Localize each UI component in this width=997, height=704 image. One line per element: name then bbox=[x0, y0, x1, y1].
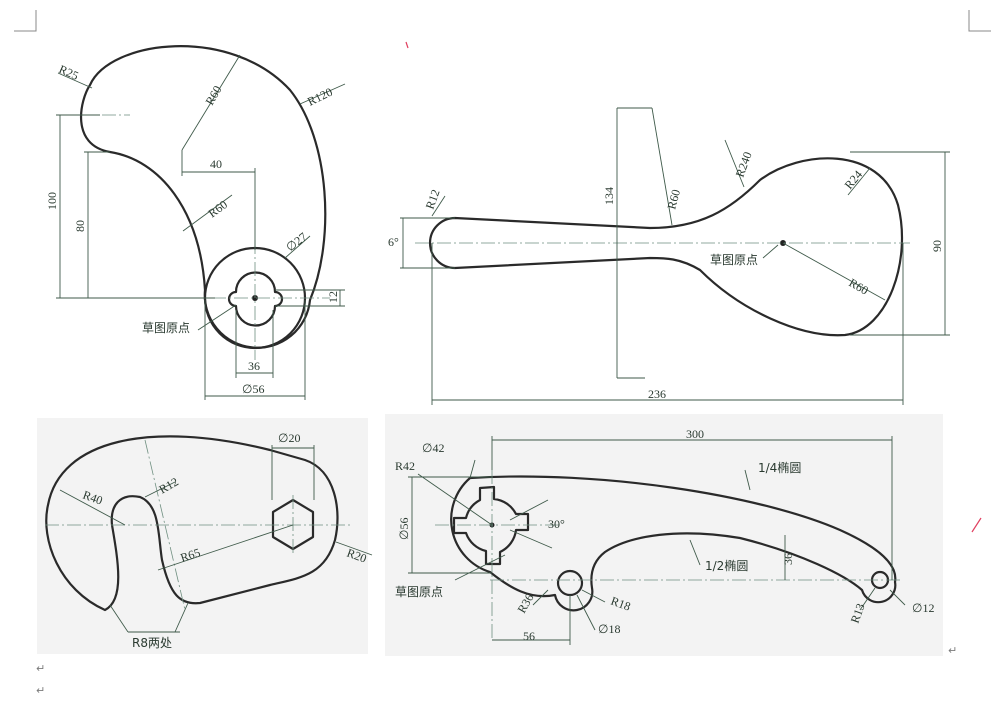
stray-red-mark bbox=[405, 41, 409, 49]
part-outline bbox=[79, 45, 327, 349]
dim-r12: R12 bbox=[423, 187, 443, 211]
dim-r40: R40 bbox=[81, 488, 105, 508]
dim-d42: ∅42 bbox=[422, 441, 444, 455]
dim-100: 100 bbox=[45, 192, 59, 210]
spline-hole bbox=[452, 485, 530, 566]
dim-r25: R25 bbox=[57, 62, 81, 83]
dim-d12: ∅12 bbox=[912, 601, 934, 615]
dim-134: 134 bbox=[602, 187, 616, 205]
dim-r65: R65 bbox=[179, 545, 202, 564]
dim-r13: R13 bbox=[848, 601, 868, 625]
drawing-3: ∅20 R40 R12 R65 R20 R8两处 bbox=[37, 418, 373, 654]
dim-d56: ∅56 bbox=[242, 382, 264, 396]
dim-r18: R18 bbox=[609, 594, 633, 614]
drawing-4: ∅42 300 R42 ∅56 30° 36 R36 R18 ∅18 56 R1… bbox=[385, 414, 943, 656]
dim-12: 12 bbox=[326, 291, 340, 303]
dim-300: 300 bbox=[686, 427, 704, 441]
dim-90: 90 bbox=[930, 240, 944, 252]
dim-36: 36 bbox=[781, 553, 795, 565]
dim-56-bottom: 56 bbox=[523, 629, 535, 643]
quarter-ellipse-label: 1/4椭圆 bbox=[758, 460, 801, 475]
paragraph-return-mark: ↵ bbox=[36, 662, 46, 675]
dim-r42: R42 bbox=[395, 459, 415, 473]
paragraph-return-mark: ↵ bbox=[948, 644, 958, 657]
stray-red-mark bbox=[971, 517, 982, 533]
dim-r60-mid: R60 bbox=[206, 197, 230, 220]
part-outline bbox=[428, 157, 904, 337]
dim-r60-top: R60 bbox=[202, 83, 224, 107]
dim-80: 80 bbox=[73, 220, 87, 232]
dim-236: 236 bbox=[648, 387, 666, 401]
part-outline bbox=[45, 435, 339, 612]
dim-r24: R24 bbox=[842, 168, 866, 192]
r8-two-places-note: R8两处 bbox=[132, 636, 172, 650]
dim-r120: R120 bbox=[305, 85, 335, 109]
dim-d27: ∅27 bbox=[283, 230, 309, 255]
dim-40: 40 bbox=[210, 157, 222, 171]
origin-label: 草图原点 bbox=[395, 585, 443, 599]
dim-d56: ∅56 bbox=[397, 518, 411, 540]
drawing-2: R12 6° 134 R60 R240 R24 90 R60 236 草图原点 bbox=[388, 107, 950, 405]
part-outline bbox=[450, 475, 897, 612]
half-ellipse-label: 1/2椭圆 bbox=[705, 558, 748, 573]
drawing-1: R25 R60 R120 40 R60 ∅27 100 80 12 36 ∅56… bbox=[45, 45, 346, 400]
dim-r60-head: R60 bbox=[847, 275, 871, 297]
crop-marks bbox=[14, 10, 991, 32]
origin-label: 草图原点 bbox=[710, 253, 758, 267]
dim-angle-6: 6° bbox=[388, 235, 399, 249]
dim-angle-30: 30° bbox=[548, 517, 565, 531]
dim-r20: R20 bbox=[345, 546, 369, 566]
dim-d18: ∅18 bbox=[598, 622, 620, 636]
dim-r60-neck: R60 bbox=[664, 188, 683, 211]
dim-d20: ∅20 bbox=[278, 431, 300, 445]
origin-label: 草图原点 bbox=[142, 321, 190, 335]
paragraph-return-mark: ↵ bbox=[36, 684, 46, 697]
dim-r240: R240 bbox=[733, 150, 755, 179]
dim-36: 36 bbox=[248, 359, 260, 373]
